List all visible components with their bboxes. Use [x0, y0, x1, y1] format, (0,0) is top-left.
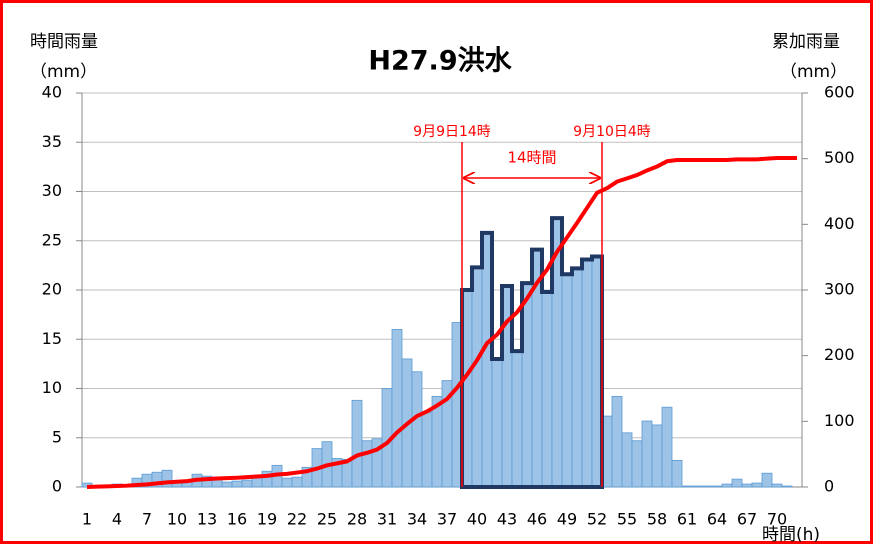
annotation-label: 9月9日14時 [413, 124, 491, 140]
bar [741, 483, 753, 488]
bar [711, 485, 723, 488]
y-tick-label: 15 [42, 329, 62, 348]
y2-tick-label: 100 [824, 411, 855, 430]
bar [621, 432, 633, 488]
line [86, 156, 797, 489]
x-tick-label: 1 [82, 510, 92, 529]
x-tick-label: 40 [467, 510, 487, 529]
bar [541, 291, 553, 488]
bar [281, 477, 293, 488]
x-tick-label: 16 [227, 510, 247, 529]
y-tick-label: 5 [52, 427, 62, 446]
bar [511, 350, 523, 488]
x-tick-label: 58 [647, 510, 667, 529]
x-tick-label: 49 [557, 510, 577, 529]
span-label: 14時間 [507, 149, 556, 167]
y-tick-label: 0 [52, 477, 62, 496]
y-axis-unit: （mm） [30, 62, 97, 82]
y2-tick-label: 500 [824, 148, 855, 167]
bar [701, 485, 713, 488]
x-tick-label: 7 [142, 510, 152, 529]
y2-tick-label: 200 [824, 345, 855, 364]
y-tick-label: 35 [42, 132, 62, 151]
x-tick-label: 25 [317, 510, 337, 529]
x-tick-label: 70 [767, 510, 787, 529]
x-tick-label: 64 [707, 510, 727, 529]
bar [681, 485, 693, 488]
highlight-outline [460, 216, 604, 489]
bar [721, 483, 733, 488]
bar [491, 358, 503, 488]
bar [571, 267, 583, 488]
x-tick-label: 22 [287, 510, 307, 529]
bar [771, 483, 783, 488]
x-tick-label: 46 [527, 510, 547, 529]
x-tick-label: 61 [677, 510, 697, 529]
y2-tick-label: 600 [824, 83, 855, 102]
bar [631, 440, 643, 488]
bar [161, 469, 173, 488]
x-tick-label: 31 [377, 510, 397, 529]
x-tick-label: 34 [407, 510, 427, 529]
bar [221, 481, 233, 488]
x-tick-label: 4 [112, 510, 122, 529]
bar [351, 399, 363, 488]
y-tick-label: 20 [42, 280, 62, 299]
y2-tick-label: 0 [824, 477, 834, 496]
bar [781, 485, 793, 488]
bar [691, 485, 703, 488]
bar [611, 395, 623, 488]
annotation-label: 9月10日4時 [573, 124, 651, 140]
x-tick-label: 13 [197, 510, 217, 529]
bar [651, 424, 663, 488]
x-axis-label: 時間(h) [762, 525, 820, 544]
y-tick-label: 40 [42, 83, 62, 102]
bar [361, 440, 373, 488]
y-tick-label: 25 [42, 230, 62, 249]
y-axis-label: 時間雨量 [30, 32, 98, 52]
x-tick-label: 37 [437, 510, 457, 529]
y-tick-label: 30 [42, 181, 62, 200]
bar [291, 476, 303, 488]
x-tick-label: 28 [347, 510, 367, 529]
x-tick-label: 19 [257, 510, 277, 529]
chart-title: H27.9洪水 [368, 46, 512, 77]
bar [231, 480, 243, 488]
y-tick-label: 10 [42, 378, 62, 397]
x-tick-label: 55 [617, 510, 637, 529]
bar [751, 482, 763, 488]
y2-tick-label: 400 [824, 214, 855, 233]
bar [471, 266, 483, 488]
bar [761, 472, 773, 488]
bar [561, 273, 573, 488]
x-tick-label: 52 [587, 510, 607, 529]
bar [391, 328, 403, 488]
bar [671, 460, 683, 488]
bar [581, 259, 593, 488]
bar [661, 406, 673, 488]
bar [731, 478, 743, 488]
x-tick-label: 10 [167, 510, 187, 529]
y2-axis-label: 累加雨量 [772, 32, 840, 52]
bar [241, 479, 253, 488]
x-tick-label: 43 [497, 510, 517, 529]
y2-axis-unit: （mm） [780, 62, 847, 82]
bar [431, 395, 443, 488]
bar [411, 371, 423, 488]
bar [421, 411, 433, 488]
bar [641, 420, 653, 488]
y2-tick-label: 300 [824, 280, 855, 299]
x-tick-label: 67 [737, 510, 757, 529]
